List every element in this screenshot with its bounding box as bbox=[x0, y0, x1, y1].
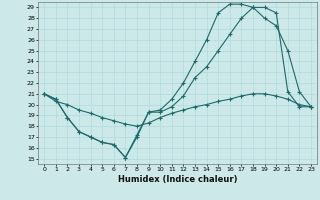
X-axis label: Humidex (Indice chaleur): Humidex (Indice chaleur) bbox=[118, 175, 237, 184]
